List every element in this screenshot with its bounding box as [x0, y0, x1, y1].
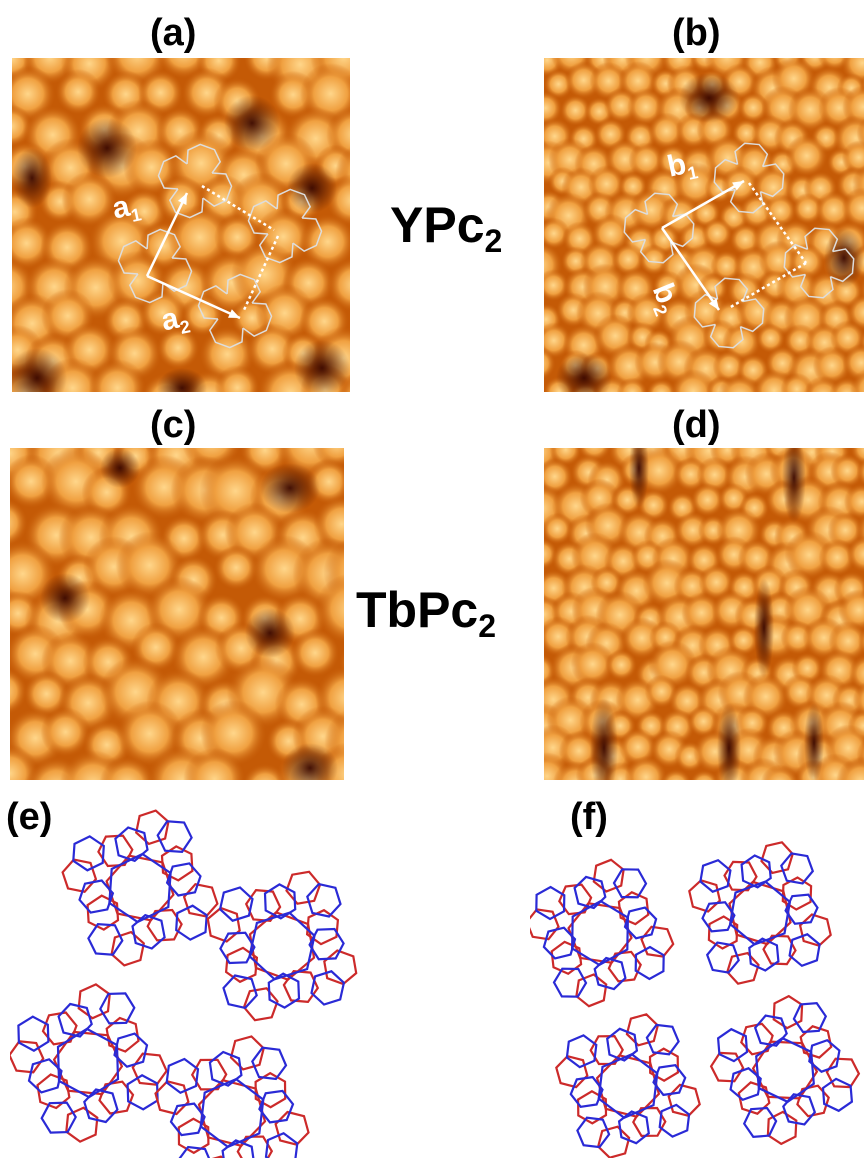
- panel-label-f: (f): [570, 796, 608, 838]
- stm-image-a: [12, 58, 350, 392]
- stm-image-c: [10, 448, 344, 780]
- panel-label-e: (e): [6, 796, 53, 838]
- stm-image-d: [544, 448, 864, 780]
- panel-label-b: (b): [672, 12, 721, 54]
- row-label-tbpc2: TbPc2: [356, 582, 497, 644]
- panel-label-d: (d): [672, 404, 721, 446]
- molecular-model-e: [10, 808, 370, 1158]
- stm-image-b: [544, 58, 864, 392]
- panel-label-a: (a): [150, 12, 197, 54]
- panel-label-c: (c): [150, 404, 197, 446]
- row-label-ypc2: YPc2: [390, 197, 503, 259]
- molecular-model-f: [530, 808, 862, 1158]
